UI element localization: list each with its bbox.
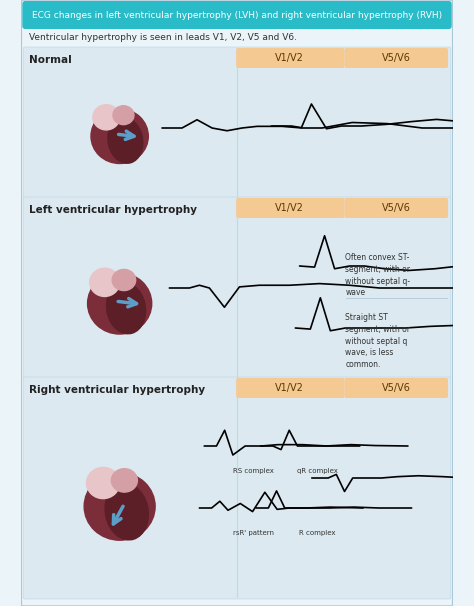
Text: Often convex ST-
segment, with or
without septal q-
wave: Often convex ST- segment, with or withou… (345, 253, 410, 298)
Text: V5/V6: V5/V6 (382, 53, 410, 64)
Text: Straight ST
segment, with or
without septal q
wave, is less
common.: Straight ST segment, with or without sep… (345, 313, 410, 369)
Text: qR complex: qR complex (297, 468, 337, 474)
Text: rsR' pattern: rsR' pattern (233, 530, 274, 536)
Ellipse shape (108, 118, 143, 163)
Ellipse shape (111, 468, 137, 492)
FancyBboxPatch shape (23, 47, 451, 199)
Text: V1/V2: V1/V2 (275, 384, 304, 393)
FancyBboxPatch shape (236, 378, 344, 398)
Ellipse shape (93, 105, 119, 130)
Text: R complex: R complex (299, 530, 335, 536)
Ellipse shape (88, 273, 152, 334)
FancyBboxPatch shape (23, 377, 451, 599)
Text: Left ventricular hypertrophy: Left ventricular hypertrophy (28, 205, 197, 215)
FancyBboxPatch shape (344, 198, 448, 218)
Ellipse shape (105, 484, 148, 540)
FancyBboxPatch shape (236, 198, 344, 218)
FancyBboxPatch shape (23, 197, 451, 379)
FancyBboxPatch shape (236, 48, 344, 68)
Text: ECG changes in left ventricular hypertrophy (LVH) and right ventricular hypertro: ECG changes in left ventricular hypertro… (32, 11, 442, 20)
Text: V5/V6: V5/V6 (382, 384, 410, 393)
Ellipse shape (107, 282, 146, 334)
Text: V5/V6: V5/V6 (382, 204, 410, 213)
Ellipse shape (112, 270, 136, 290)
Ellipse shape (87, 467, 119, 499)
Ellipse shape (84, 473, 155, 540)
Ellipse shape (90, 268, 119, 296)
Text: Right ventricular hypertrophy: Right ventricular hypertrophy (28, 385, 205, 395)
Ellipse shape (91, 109, 148, 164)
Text: V1/V2: V1/V2 (275, 53, 304, 64)
FancyBboxPatch shape (22, 1, 452, 29)
FancyBboxPatch shape (344, 378, 448, 398)
FancyBboxPatch shape (344, 48, 448, 68)
Ellipse shape (113, 106, 134, 125)
Text: RS complex: RS complex (233, 468, 274, 474)
Text: V1/V2: V1/V2 (275, 204, 304, 213)
Text: Normal: Normal (28, 55, 72, 65)
Text: Ventricular hypertrophy is seen in leads V1, V2, V5 and V6.: Ventricular hypertrophy is seen in leads… (28, 33, 297, 42)
